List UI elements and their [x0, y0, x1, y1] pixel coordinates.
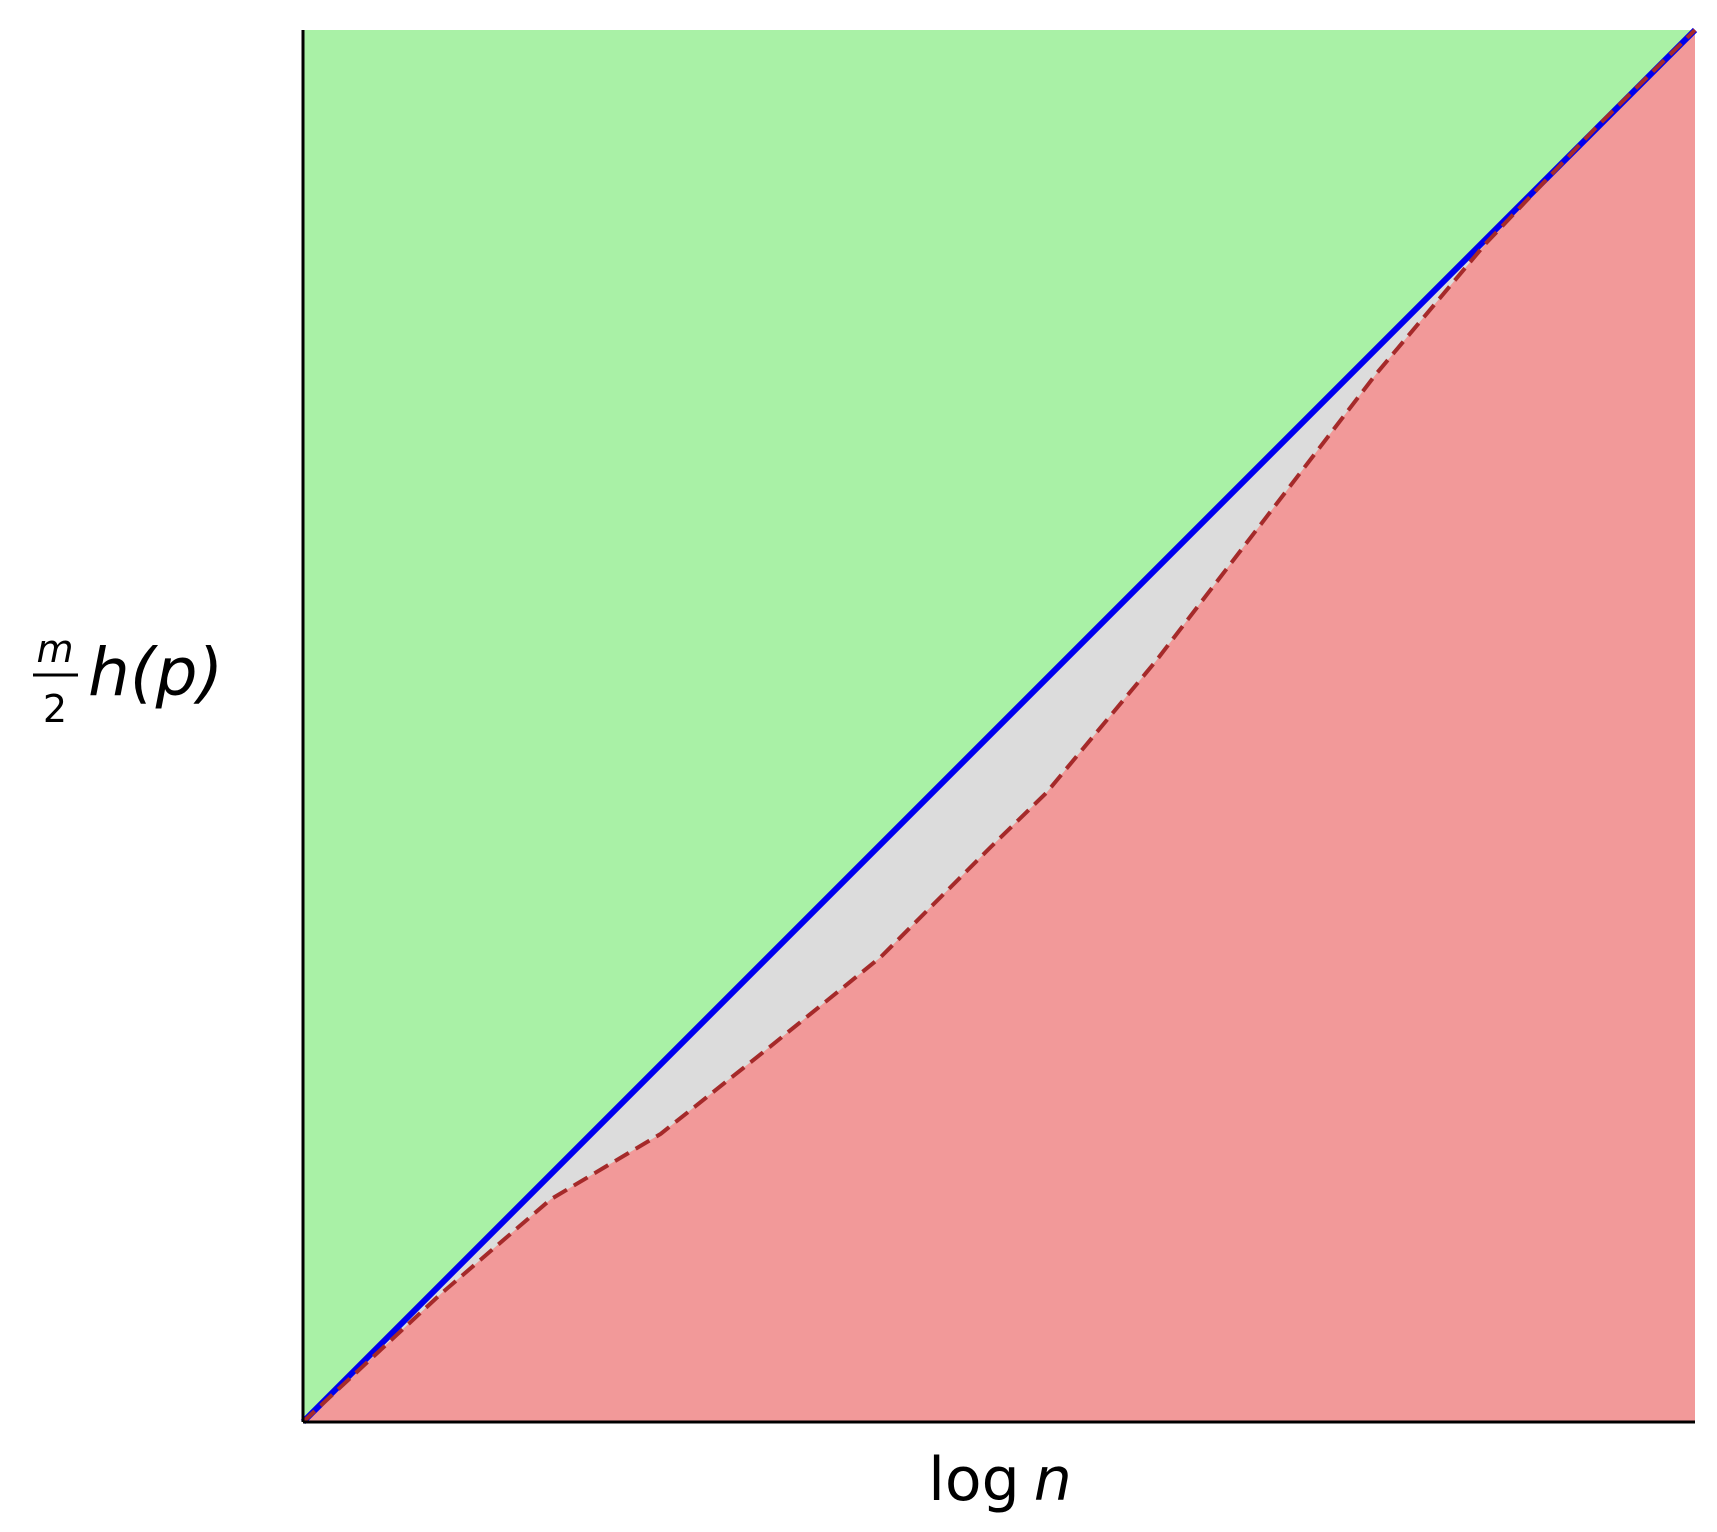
y-label-numerator: m — [36, 627, 73, 671]
x-axis-label: log n — [928, 1445, 1072, 1515]
y-label-denominator: 2 — [43, 687, 67, 731]
x-label-variable: n — [1034, 1445, 1072, 1515]
region-below — [303, 30, 1695, 1422]
series-line — [300, 27, 1698, 1425]
series-line — [301, 28, 1697, 1424]
y-label-text: h(p) — [88, 634, 223, 711]
plot-area — [300, 27, 1698, 1425]
y-axis-label: m 2 h(p) — [33, 627, 223, 731]
x-label-function: log — [928, 1445, 1019, 1515]
